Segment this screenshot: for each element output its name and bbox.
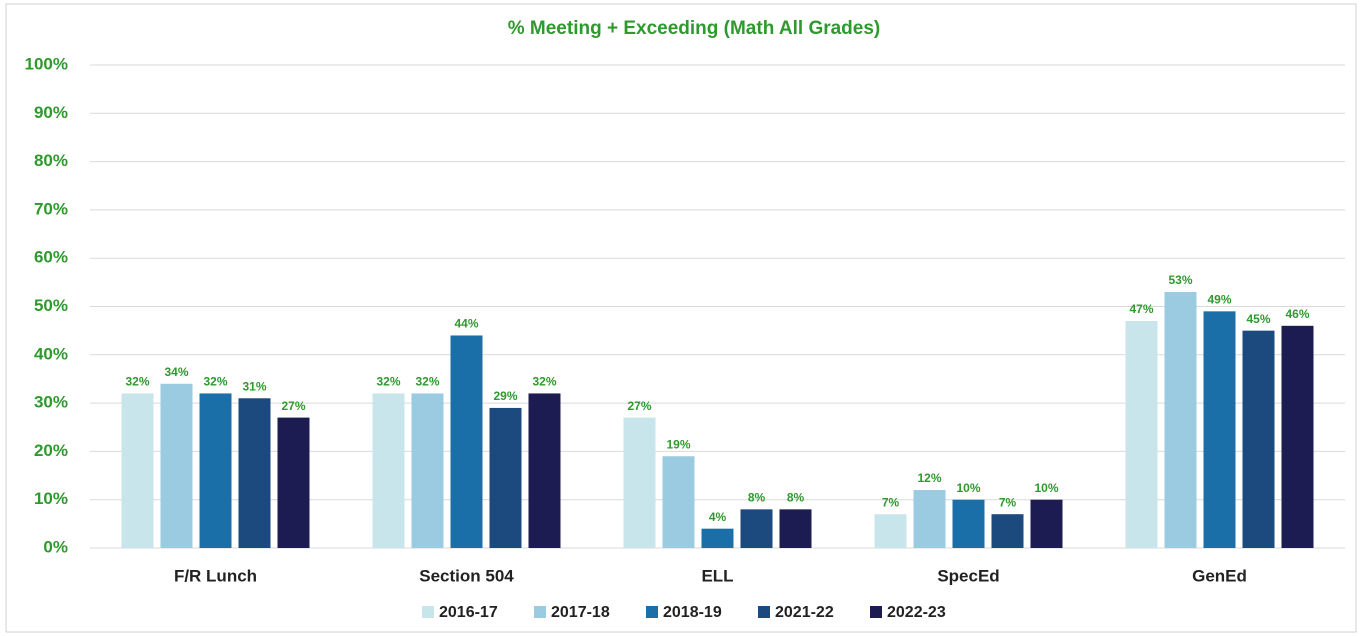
data-label: 47%: [1129, 302, 1153, 316]
data-label: 32%: [376, 375, 400, 389]
x-tick-label: F/R Lunch: [174, 566, 257, 585]
bar: [913, 490, 946, 548]
y-tick-label: 30%: [34, 393, 68, 412]
bar: [779, 509, 812, 548]
bar: [160, 383, 193, 548]
y-tick-label: 70%: [34, 199, 68, 218]
y-tick-label: 50%: [34, 296, 68, 315]
bar: [411, 393, 444, 548]
bar: [1125, 320, 1158, 548]
chart-title: % Meeting + Exceeding (Math All Grades): [508, 18, 881, 39]
data-label: 32%: [532, 375, 556, 389]
y-tick-label: 10%: [34, 489, 68, 508]
y-tick-label: 90%: [34, 103, 68, 122]
bar: [121, 393, 154, 548]
data-label: 27%: [281, 399, 305, 413]
data-label: 7%: [999, 495, 1017, 509]
x-tick-label: ELL: [701, 566, 733, 585]
y-tick-label: 80%: [34, 151, 68, 170]
bar: [623, 417, 656, 548]
legend-label: 2017-18: [551, 604, 610, 621]
x-tick-label: SpecEd: [937, 566, 999, 585]
bar: [199, 393, 232, 548]
data-label: 32%: [203, 375, 227, 389]
data-label: 53%: [1168, 273, 1192, 287]
y-tick-label: 20%: [34, 441, 68, 460]
bar: [489, 407, 522, 548]
bar: [1203, 311, 1236, 548]
data-label: 8%: [787, 491, 805, 505]
bar: [1242, 330, 1275, 548]
data-label: 49%: [1207, 293, 1231, 307]
y-tick-label: 0%: [43, 537, 68, 556]
data-label: 27%: [627, 399, 651, 413]
data-label: 4%: [709, 510, 727, 524]
legend-label: 2021-22: [775, 604, 834, 621]
data-label: 10%: [1034, 481, 1058, 495]
bar: [701, 528, 734, 548]
bar: [991, 514, 1024, 548]
legend-label: 2016-17: [439, 604, 498, 621]
bar: [238, 398, 271, 548]
x-tick-label: Section 504: [419, 566, 514, 585]
data-label: 32%: [415, 375, 439, 389]
legend-swatch: [422, 606, 434, 618]
data-label: 10%: [956, 481, 980, 495]
legend-label: 2022-23: [887, 604, 946, 621]
x-tick-label: GenEd: [1192, 566, 1247, 585]
y-tick-label: 40%: [34, 344, 68, 363]
legend-swatch: [534, 606, 546, 618]
data-label: 46%: [1285, 307, 1309, 321]
data-label: 8%: [748, 491, 766, 505]
bar: [372, 393, 405, 548]
data-label: 19%: [666, 437, 690, 451]
data-label: 34%: [164, 365, 188, 379]
bar: [450, 335, 483, 548]
data-label: 32%: [125, 375, 149, 389]
data-label: 44%: [454, 317, 478, 331]
legend-label: 2018-19: [663, 604, 722, 621]
legend-swatch: [646, 606, 658, 618]
bar: [528, 393, 561, 548]
data-label: 12%: [917, 471, 941, 485]
y-tick-label: 100%: [25, 54, 68, 73]
data-label: 29%: [493, 389, 517, 403]
data-label: 31%: [242, 379, 266, 393]
legend-swatch: [758, 606, 770, 618]
bar: [874, 514, 907, 548]
bar: [1164, 292, 1197, 548]
data-label: 7%: [882, 495, 900, 509]
bar: [277, 417, 310, 548]
bar: [662, 456, 695, 548]
bar: [740, 509, 773, 548]
bar: [952, 499, 985, 548]
data-label: 45%: [1246, 312, 1270, 326]
legend-swatch: [870, 606, 882, 618]
bar: [1030, 499, 1063, 548]
bar: [1281, 325, 1314, 548]
y-tick-label: 60%: [34, 248, 68, 267]
